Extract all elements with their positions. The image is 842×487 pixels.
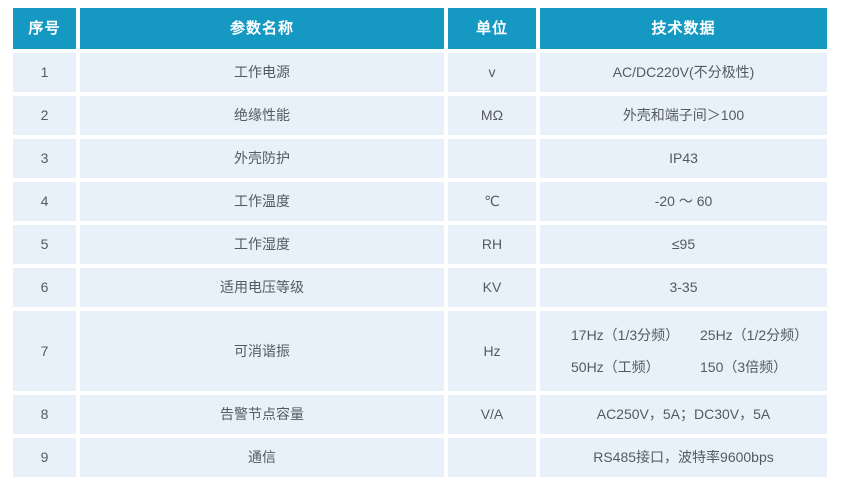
spec-table: 序号 参数名称 单位 技术数据 1 工作电源 v AC/DC220V(不分极性)… bbox=[13, 8, 827, 481]
tech-data-part: 50Hz（工频） bbox=[571, 359, 660, 375]
column-header-unit: 单位 bbox=[448, 8, 536, 49]
table-row: 2 绝缘性能 MΩ 外壳和端子间＞100 bbox=[13, 96, 827, 135]
table-row: 6 适用电压等级 KV 3-35 bbox=[13, 268, 827, 307]
tech-data-cell: 外壳和端子间＞100 bbox=[540, 96, 827, 135]
parameter-name-cell: 外壳防护 bbox=[80, 139, 444, 178]
row-number-cell: 3 bbox=[13, 139, 76, 178]
tech-data-cell: RS485接口，波特率9600bps bbox=[540, 438, 827, 477]
table-row: 4 工作温度 ℃ -20 ～ 60 bbox=[13, 182, 827, 221]
row-number-cell: 9 bbox=[13, 438, 76, 477]
column-header-data: 技术数据 bbox=[540, 8, 827, 49]
column-header-name: 参数名称 bbox=[80, 8, 444, 49]
row-number-cell: 6 bbox=[13, 268, 76, 307]
tech-data-cell: AC250V，5A；DC30V，5A bbox=[540, 395, 827, 434]
unit-cell: v bbox=[448, 53, 536, 92]
unit-cell: KV bbox=[448, 268, 536, 307]
table-body: 1 工作电源 v AC/DC220V(不分极性) 2 绝缘性能 MΩ 外壳和端子… bbox=[13, 53, 827, 477]
tech-data-cell: 3-35 bbox=[540, 268, 827, 307]
row-number-cell: 4 bbox=[13, 182, 76, 221]
row-number-cell: 1 bbox=[13, 53, 76, 92]
tech-data-cell: 17Hz（1/3分频） 25Hz（1/2分频） 50Hz（工频） 150（3倍频） bbox=[540, 311, 827, 391]
parameter-name-cell: 可消谐振 bbox=[80, 311, 444, 391]
table-row: 5 工作湿度 RH ≤95 bbox=[13, 225, 827, 264]
unit-cell bbox=[448, 438, 536, 477]
tech-data-cell: IP43 bbox=[540, 139, 827, 178]
parameter-name-cell: 告警节点容量 bbox=[80, 395, 444, 434]
parameter-name-cell: 工作电源 bbox=[80, 53, 444, 92]
unit-cell: V/A bbox=[448, 395, 536, 434]
parameter-name-cell: 工作湿度 bbox=[80, 225, 444, 264]
table-row: 3 外壳防护 IP43 bbox=[13, 139, 827, 178]
unit-cell: RH bbox=[448, 225, 536, 264]
parameter-name-cell: 适用电压等级 bbox=[80, 268, 444, 307]
parameter-name-cell: 绝缘性能 bbox=[80, 96, 444, 135]
tech-data-part: 150（3倍频） bbox=[700, 359, 788, 375]
row-number-cell: 7 bbox=[13, 311, 76, 391]
table-row: 7 可消谐振 Hz 17Hz（1/3分频） 25Hz（1/2分频） 50Hz（工频）… bbox=[13, 311, 827, 391]
unit-cell: Hz bbox=[448, 311, 536, 391]
unit-cell bbox=[448, 139, 536, 178]
unit-cell: MΩ bbox=[448, 96, 536, 135]
parameter-name-cell: 通信 bbox=[80, 438, 444, 477]
table-row: 1 工作电源 v AC/DC220V(不分极性) bbox=[13, 53, 827, 92]
tech-data-cell: AC/DC220V(不分极性) bbox=[540, 53, 827, 92]
tech-data-part: 17Hz（1/3分频） bbox=[571, 326, 680, 343]
row-number-cell: 2 bbox=[13, 96, 76, 135]
row-number-cell: 5 bbox=[13, 225, 76, 264]
table-header-row: 序号 参数名称 单位 技术数据 bbox=[13, 8, 827, 49]
parameter-name-cell: 工作温度 bbox=[80, 182, 444, 221]
table-row: 9 通信 RS485接口，波特率9600bps bbox=[13, 438, 827, 477]
column-header-no: 序号 bbox=[13, 8, 76, 49]
table-row: 8 告警节点容量 V/A AC250V，5A；DC30V，5A bbox=[13, 395, 827, 434]
tech-data-cell: -20 ～ 60 bbox=[540, 182, 827, 221]
row-number-cell: 8 bbox=[13, 395, 76, 434]
tech-data-part: 25Hz（1/2分频） bbox=[700, 326, 809, 343]
unit-cell: ℃ bbox=[448, 182, 536, 221]
tech-data-cell: ≤95 bbox=[540, 225, 827, 264]
